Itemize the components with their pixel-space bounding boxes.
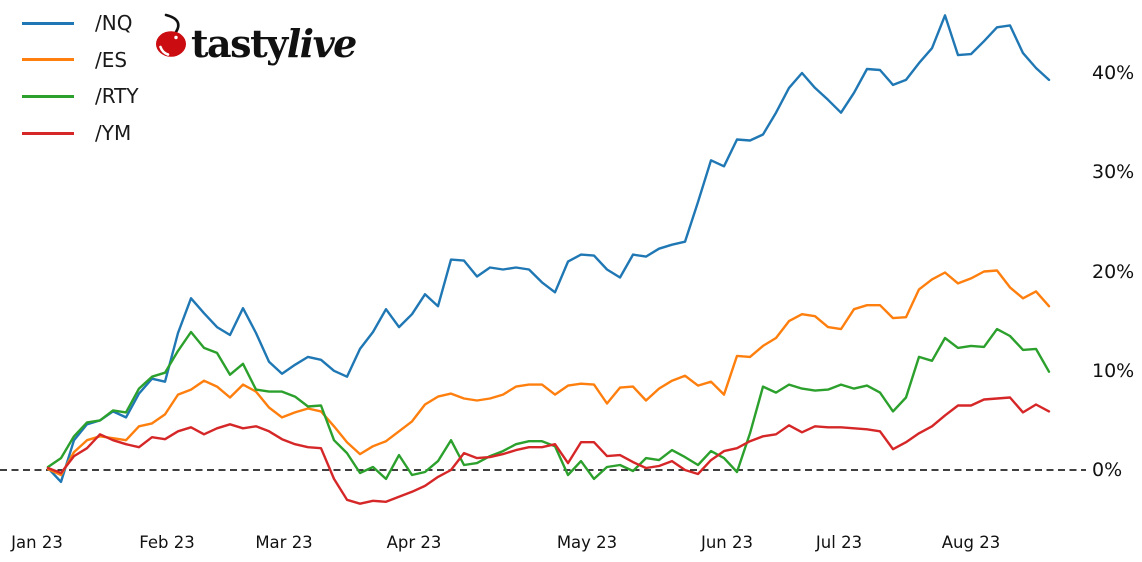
legend-item-nq: /NQ: [22, 5, 139, 42]
legend-item-rty: /RTY: [22, 78, 139, 115]
brand-wordmark: tastylive: [191, 20, 358, 68]
legend-label-es: /ES: [95, 47, 128, 72]
legend-label-rty: /RTY: [95, 84, 139, 109]
y-tick-label-20: 20%: [1092, 260, 1135, 283]
brand-logo: tastylive: [0, 0, 420, 80]
legend-swatch-ym: [22, 131, 74, 135]
brand-text-tasty: tasty: [191, 21, 288, 66]
x-tick-label-aug: Aug 23: [941, 533, 1001, 552]
series-line-es: [46, 269, 1051, 477]
x-tick-label-jan: Jan 23: [11, 533, 63, 552]
chart-legend: /NQ/ES/RTY/YM: [22, 5, 139, 151]
legend-item-es: /ES: [22, 42, 139, 79]
y-tick-label-30: 30%: [1092, 161, 1135, 184]
x-tick-label-jun: Jun 23: [700, 533, 754, 552]
y-tick-label-10: 10%: [1092, 359, 1135, 382]
series-line-ym: [46, 396, 1051, 505]
y-tick-label-40: 40%: [1092, 62, 1135, 84]
legend-swatch-rty: [22, 94, 74, 98]
legend-swatch-nq: [22, 21, 74, 25]
cherry-icon: [156, 13, 186, 57]
legend-swatch-es: [22, 58, 74, 62]
brand-text-live: live: [286, 21, 358, 66]
x-tick-label-apr: Apr 23: [386, 533, 442, 552]
x-tick-label-jul: Jul 23: [815, 533, 863, 552]
legend-label-ym: /YM: [95, 121, 132, 146]
series-line-nq: [46, 14, 1051, 484]
y-tick-label-0: 0%: [1092, 459, 1123, 481]
legend-label-nq: /NQ: [95, 11, 133, 36]
x-tick-label-mar: Mar 23: [255, 533, 313, 552]
x-tick-label-may: May 23: [556, 533, 618, 552]
legend-item-ym: /YM: [22, 115, 139, 152]
series-line-rty: [46, 327, 1051, 481]
x-tick-label-feb: Feb 23: [139, 533, 195, 552]
